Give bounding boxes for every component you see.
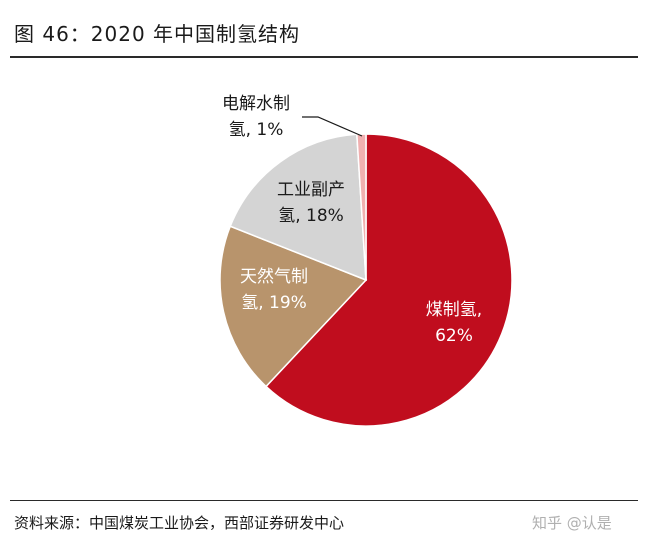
slice-label-industrial-byproduct: 工业副产氢, 18%: [277, 180, 345, 226]
pie-slice-industrial-byproduct: [229, 133, 367, 282]
title-divider: [10, 56, 638, 58]
slice-label-coal: 煤制氢, 62%: [426, 300, 482, 346]
electrolysis-leader-line: [302, 116, 363, 137]
source-note: 资料来源：中国煤炭工业协会，西部证券研发中心: [14, 514, 345, 532]
figure-title: 图 46：2020 年中国制氢结构: [14, 22, 301, 46]
slice-label-natural-gas: 天然气制氢, 19%: [240, 267, 308, 313]
pie-slice-coal: [264, 133, 513, 427]
slice-label-electrolysis: 电解水制氢, 1%: [222, 94, 290, 140]
footer-divider: [10, 500, 638, 501]
watermark: 知乎 @认是: [532, 514, 612, 532]
